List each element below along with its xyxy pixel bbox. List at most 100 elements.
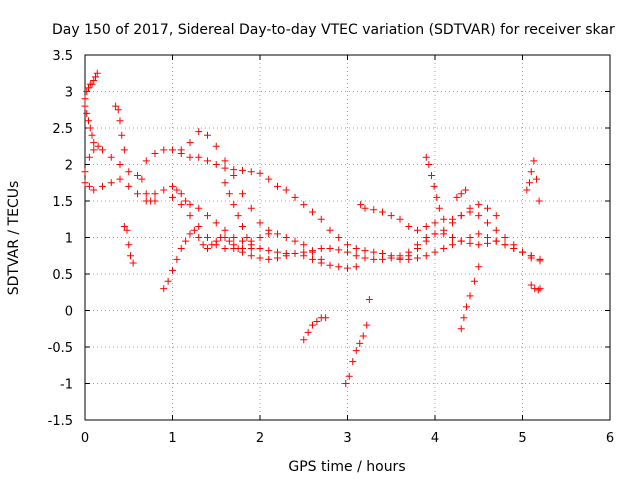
data-point: [533, 175, 540, 183]
data-point: [177, 244, 185, 252]
y-tick-label: -1: [60, 378, 73, 393]
x-tick-label: 5: [518, 431, 526, 446]
data-point: [396, 255, 404, 263]
data-point: [313, 317, 321, 325]
data-point: [85, 182, 93, 190]
data-point: [134, 190, 141, 198]
data-point: [88, 80, 96, 88]
data-point: [422, 252, 430, 260]
series-track-10: [81, 102, 98, 147]
data-point: [352, 263, 360, 271]
data-point: [274, 248, 281, 256]
data-point: [256, 234, 264, 241]
grid: [85, 55, 610, 420]
series-track-12: [120, 223, 137, 267]
data-point: [431, 219, 439, 227]
data-point: [186, 230, 194, 238]
data-point: [370, 255, 378, 263]
data-point: [81, 95, 89, 103]
data-point: [83, 88, 91, 95]
data-point: [99, 146, 106, 154]
data-point: [182, 197, 190, 205]
data-point: [344, 241, 351, 249]
data-point: [186, 212, 194, 220]
data-point: [169, 182, 176, 190]
data-point: [282, 234, 290, 241]
y-tick-label: 2: [65, 159, 73, 174]
data-point: [265, 230, 273, 238]
data-point: [116, 175, 124, 183]
data-point: [112, 102, 120, 110]
series-track-17: [422, 153, 443, 212]
data-point: [125, 182, 133, 190]
data-point: [182, 237, 190, 245]
data-point: [510, 241, 518, 249]
data-point: [530, 157, 538, 165]
y-tick-label: 3: [65, 86, 73, 101]
data-point: [177, 146, 185, 154]
data-point: [431, 248, 439, 256]
data-point: [361, 204, 369, 212]
data-point: [363, 321, 371, 329]
data-point: [484, 234, 491, 241]
data-point: [326, 226, 334, 234]
data-point: [492, 226, 500, 234]
y-tick-label: 0: [65, 305, 73, 320]
y-tick-label: -0.5: [48, 341, 73, 356]
data-point: [291, 237, 299, 245]
data-point: [379, 208, 386, 216]
series-track-7: [357, 201, 544, 263]
data-point: [449, 219, 456, 227]
data-point: [425, 161, 433, 168]
data-point: [387, 212, 395, 220]
data-point: [247, 241, 255, 249]
data-point: [344, 264, 351, 272]
series-track-19: [453, 186, 470, 201]
data-point: [92, 73, 99, 81]
data-point: [414, 254, 421, 262]
data-point: [85, 84, 92, 92]
data-point: [81, 102, 89, 110]
data-point: [484, 239, 491, 247]
data-point: [449, 241, 456, 249]
data-point: [265, 255, 273, 263]
data-point: [247, 204, 255, 212]
data-point: [234, 212, 242, 220]
data-point: [457, 237, 465, 245]
data-point: [359, 332, 367, 340]
x-tick-label: 4: [431, 431, 439, 446]
data-point: [414, 244, 421, 252]
data-point: [107, 179, 115, 187]
data-point: [422, 223, 430, 231]
data-point: [282, 252, 290, 260]
data-point: [239, 248, 246, 256]
data-point: [204, 131, 211, 139]
data-point: [466, 234, 474, 241]
data-point: [326, 244, 334, 252]
data-point: [265, 175, 273, 183]
data-point: [501, 241, 509, 249]
data-point: [86, 124, 94, 132]
series-track-16: [365, 296, 373, 304]
data-point: [342, 380, 350, 387]
data-point: [256, 219, 264, 227]
data-point: [221, 244, 229, 252]
series-track-3: [160, 226, 360, 293]
data-point: [90, 146, 98, 154]
data-point: [151, 150, 159, 158]
y-tick-label: 0.5: [52, 268, 73, 283]
data-point: [120, 223, 128, 231]
x-tick-label: 6: [606, 431, 614, 446]
data-point: [93, 69, 101, 77]
y-tick-label: 2.5: [52, 122, 73, 137]
series-track-5: [169, 182, 273, 245]
data-point: [118, 131, 126, 139]
data-point: [85, 153, 93, 161]
data-point: [475, 230, 483, 238]
data-point: [94, 142, 102, 150]
data-point: [173, 255, 181, 263]
series-track-15: [342, 321, 371, 387]
data-point: [291, 193, 299, 201]
series-track-18: [457, 263, 483, 333]
